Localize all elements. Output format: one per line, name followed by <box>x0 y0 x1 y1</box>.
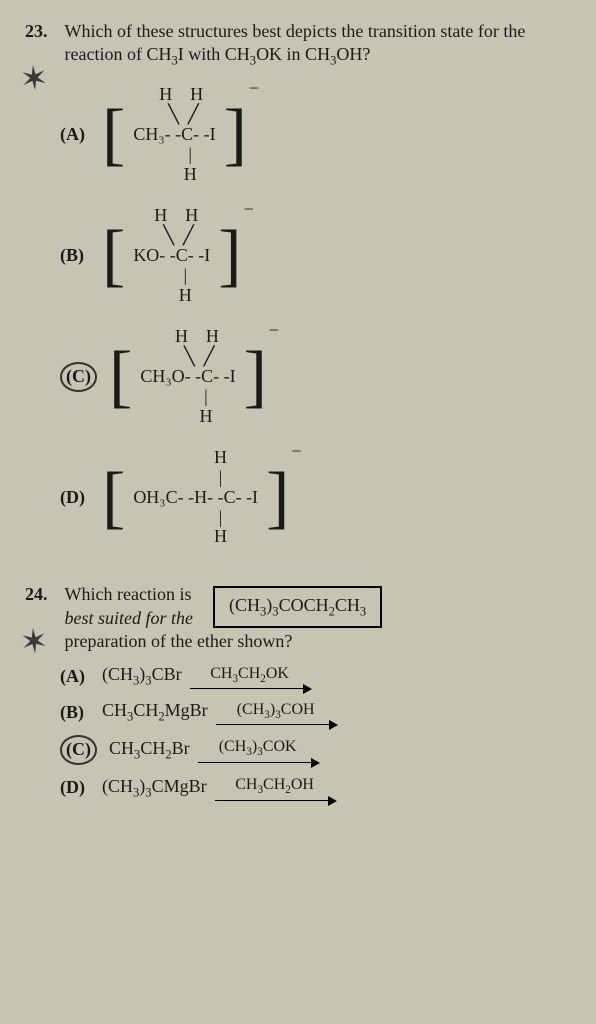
reagent: CH3CH2OH <box>215 775 335 798</box>
option-label: (A) <box>60 665 90 688</box>
option-d: (D) [ H | OH₃C- -H- -C- -I | H ] − <box>60 442 571 553</box>
option-b: (B) CH3CH2MgBr (CH3)3COH <box>60 699 571 725</box>
option-b: (B) [ H H ╲ ╱ KO- -C- -I | H ] − <box>60 200 571 311</box>
reagent: CH3CH2OK <box>190 664 310 687</box>
q24-line3: preparation of the ether shown? <box>65 631 293 651</box>
question-24: ✶ 24. Which reaction is best suited for … <box>25 583 571 800</box>
reaction-c: CH3CH2Br (CH3)3COK <box>109 737 318 763</box>
substrate: CH3CH2Br <box>109 737 190 763</box>
star-icon: ✶ <box>18 57 50 104</box>
q24-line2: best suited for the <box>65 608 194 628</box>
option-label: (A) <box>60 123 90 146</box>
option-label: (C) <box>60 735 97 764</box>
option-label: (D) <box>60 776 90 799</box>
option-c: (C) CH3CH2Br (CH3)3COK <box>60 735 571 764</box>
product-box: (CH3)3COCH2CH3 <box>213 586 382 628</box>
circled-c: (C) <box>60 735 97 764</box>
question-text: Which reaction is best suited for the (C… <box>65 583 545 653</box>
reagent: (CH3)3COH <box>216 700 336 723</box>
option-label: (D) <box>60 486 90 509</box>
substrate: (CH3)3CMgBr <box>102 775 207 801</box>
option-a: (A) (CH3)3CBr CH3CH2OK <box>60 663 571 689</box>
option-c: (C) [ H H ╲ ╱ CH₃O- -C- -I | H ] − <box>60 321 571 432</box>
option-label: (B) <box>60 244 90 267</box>
reaction-d: (CH3)3CMgBr CH3CH2OH <box>102 775 335 801</box>
structure-a: [ H H ╲ ╱ CH₃- -C- -I | H ] − <box>102 79 259 190</box>
reaction-a: (CH3)3CBr CH3CH2OK <box>102 663 310 689</box>
option-label: (C) <box>60 362 97 391</box>
question-number: 23. <box>25 20 60 43</box>
circled-c: (C) <box>60 362 97 391</box>
q24-line1: Which reaction is <box>65 584 192 604</box>
star-icon: ✶ <box>18 620 50 667</box>
structure-b: [ H H ╲ ╱ KO- -C- -I | H ] − <box>102 200 254 311</box>
substrate: CH3CH2MgBr <box>102 699 208 725</box>
question-23: ✶ 23. Which of these structures best dep… <box>25 20 571 553</box>
option-d: (D) (CH3)3CMgBr CH3CH2OH <box>60 775 571 801</box>
reagent: (CH3)3COK <box>198 737 318 760</box>
structure-c: [ H H ╲ ╱ CH₃O- -C- -I | H ] − <box>109 321 279 432</box>
question-number: 24. <box>25 583 60 606</box>
structure-d: [ H | OH₃C- -H- -C- -I | H ] − <box>102 442 302 553</box>
substrate: (CH3)3CBr <box>102 663 182 689</box>
option-label: (B) <box>60 701 90 724</box>
option-a: (A) [ H H ╲ ╱ CH₃- -C- -I | H ] − <box>60 79 571 190</box>
question-text: Which of these structures best depicts t… <box>65 20 545 69</box>
reaction-b: CH3CH2MgBr (CH3)3COH <box>102 699 336 725</box>
